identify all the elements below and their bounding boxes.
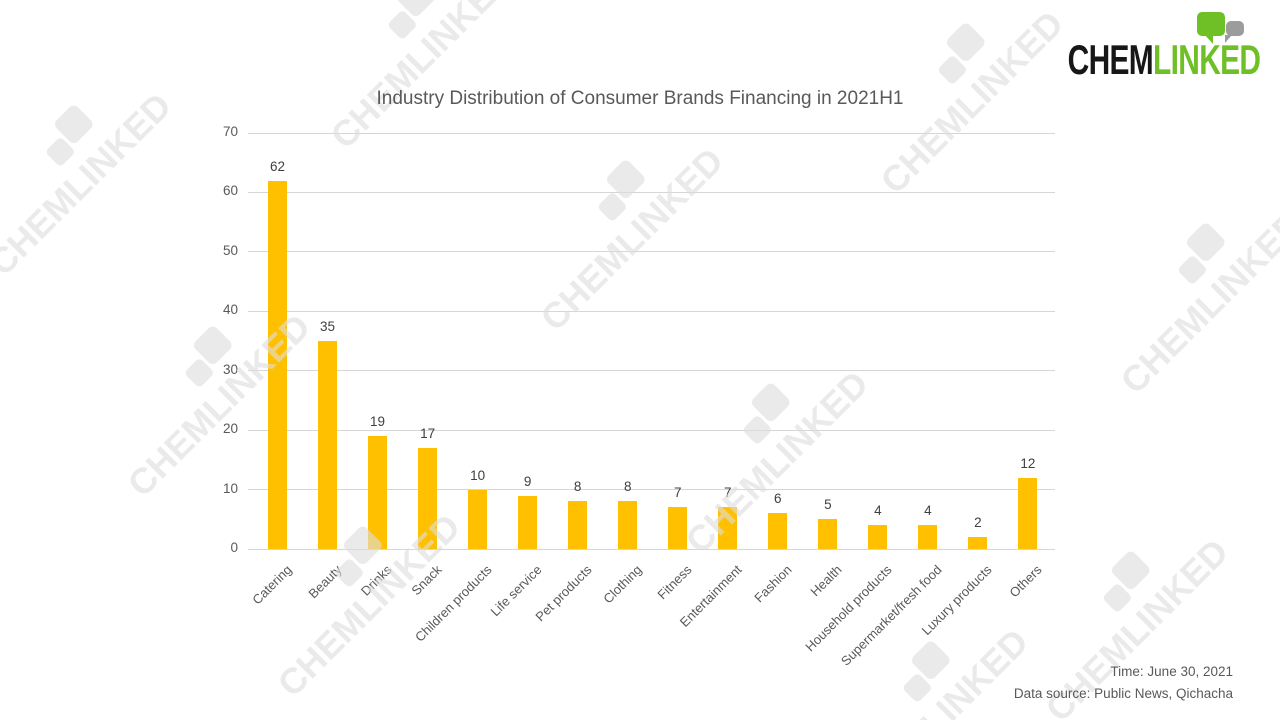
bar-value-label: 35 — [320, 319, 336, 334]
bar-fashion — [768, 513, 788, 549]
bar-value-label: 4 — [874, 503, 882, 519]
y-axis-tick-label: 50 — [222, 242, 238, 258]
bar-value-label: 4 — [924, 503, 932, 519]
footnote-source: Data source: Public News, Qichacha — [1013, 686, 1233, 701]
bar-value-label: 19 — [370, 414, 386, 430]
y-axis-tick-label: 30 — [222, 361, 238, 377]
bar-health — [818, 519, 838, 549]
bar-supermarket-fresh-food — [918, 525, 938, 549]
bar-value-label: 7 — [673, 485, 682, 501]
watermark-speech-bubbles-icon — [171, 318, 243, 390]
logo-wordmark: CHEMLINKED — [1067, 40, 1260, 82]
bar-fitness — [668, 507, 688, 549]
watermark-speech-bubbles-icon — [729, 375, 801, 447]
logo-linked-text: LINKED — [1152, 37, 1261, 84]
logo-chem-text: CHEM — [1067, 37, 1153, 84]
logo-speech-bubble-icon — [1197, 12, 1225, 36]
gridline — [248, 370, 1055, 372]
gridline — [248, 132, 1055, 134]
watermark-speech-bubbles-icon — [1089, 543, 1161, 615]
bar-catering — [268, 180, 287, 549]
chart-footnote: Time: June 30, 2021 Data source: Public … — [1014, 661, 1233, 705]
watermark-speech-bubbles-icon — [374, 0, 446, 42]
chemlinked-logo: CHEMLINKED — [1000, 8, 1261, 88]
gridline — [248, 251, 1055, 253]
watermark-speech-bubbles-icon — [889, 633, 961, 705]
gridline — [248, 548, 1055, 550]
bar-drinks — [368, 436, 388, 549]
watermark-speech-bubbles-icon — [924, 15, 996, 87]
logo-speech-bubble-small-icon — [1226, 21, 1244, 36]
bar-value-label: 10 — [470, 467, 486, 483]
watermark-text: CHEMLINKED — [1112, 202, 1280, 402]
logo-speech-bubble-small-tail-icon — [1225, 35, 1232, 43]
gridline — [248, 191, 1055, 193]
bar-value-label: 2 — [974, 515, 982, 531]
bar-value-label: 8 — [623, 479, 632, 495]
gridline — [248, 489, 1055, 491]
gridline — [248, 310, 1055, 312]
bar-snack — [418, 447, 438, 549]
bar-beauty — [318, 341, 338, 549]
y-axis-tick-label: 20 — [222, 421, 238, 437]
bar-luxury-products — [968, 537, 988, 549]
bar-value-label: 8 — [573, 479, 582, 495]
bar-others — [1018, 477, 1038, 549]
watermark-speech-bubbles-icon — [1164, 215, 1236, 287]
y-axis-tick-label: 10 — [222, 480, 238, 496]
bar-value-label: 9 — [523, 473, 532, 489]
bar-clothing — [618, 501, 638, 549]
bar-value-label: 6 — [774, 491, 782, 507]
bar-pet-products — [568, 501, 588, 549]
watermark-text: CHEMLINKED — [0, 84, 180, 284]
bar-value-label: 5 — [824, 497, 832, 513]
chart-title: Industry Distribution of Consumer Brands… — [376, 88, 904, 109]
logo-speech-bubble-tail-icon — [1204, 34, 1213, 44]
bar-value-label: 12 — [1020, 455, 1036, 471]
watermark-speech-bubbles-icon — [584, 152, 656, 224]
y-axis-tick-label: 0 — [230, 540, 238, 555]
bar-life-service — [518, 495, 538, 549]
footnote-time: Time: June 30, 2021 — [1110, 664, 1233, 679]
watermark-text: CHEMLINKED — [119, 305, 319, 505]
watermark-text: CHEMLINKED — [532, 139, 732, 339]
y-axis-tick-label: 70 — [222, 124, 238, 139]
y-axis-tick-label: 60 — [222, 183, 238, 199]
bar-value-label: 62 — [269, 158, 286, 174]
bar-value-label: 7 — [724, 485, 732, 501]
bar-value-label: 17 — [420, 425, 436, 441]
bar-household-products — [868, 525, 888, 549]
bar-entertainment — [718, 507, 738, 549]
y-axis-tick-label: 40 — [222, 302, 238, 318]
gridline — [248, 429, 1055, 431]
bar-children-products — [468, 489, 488, 549]
